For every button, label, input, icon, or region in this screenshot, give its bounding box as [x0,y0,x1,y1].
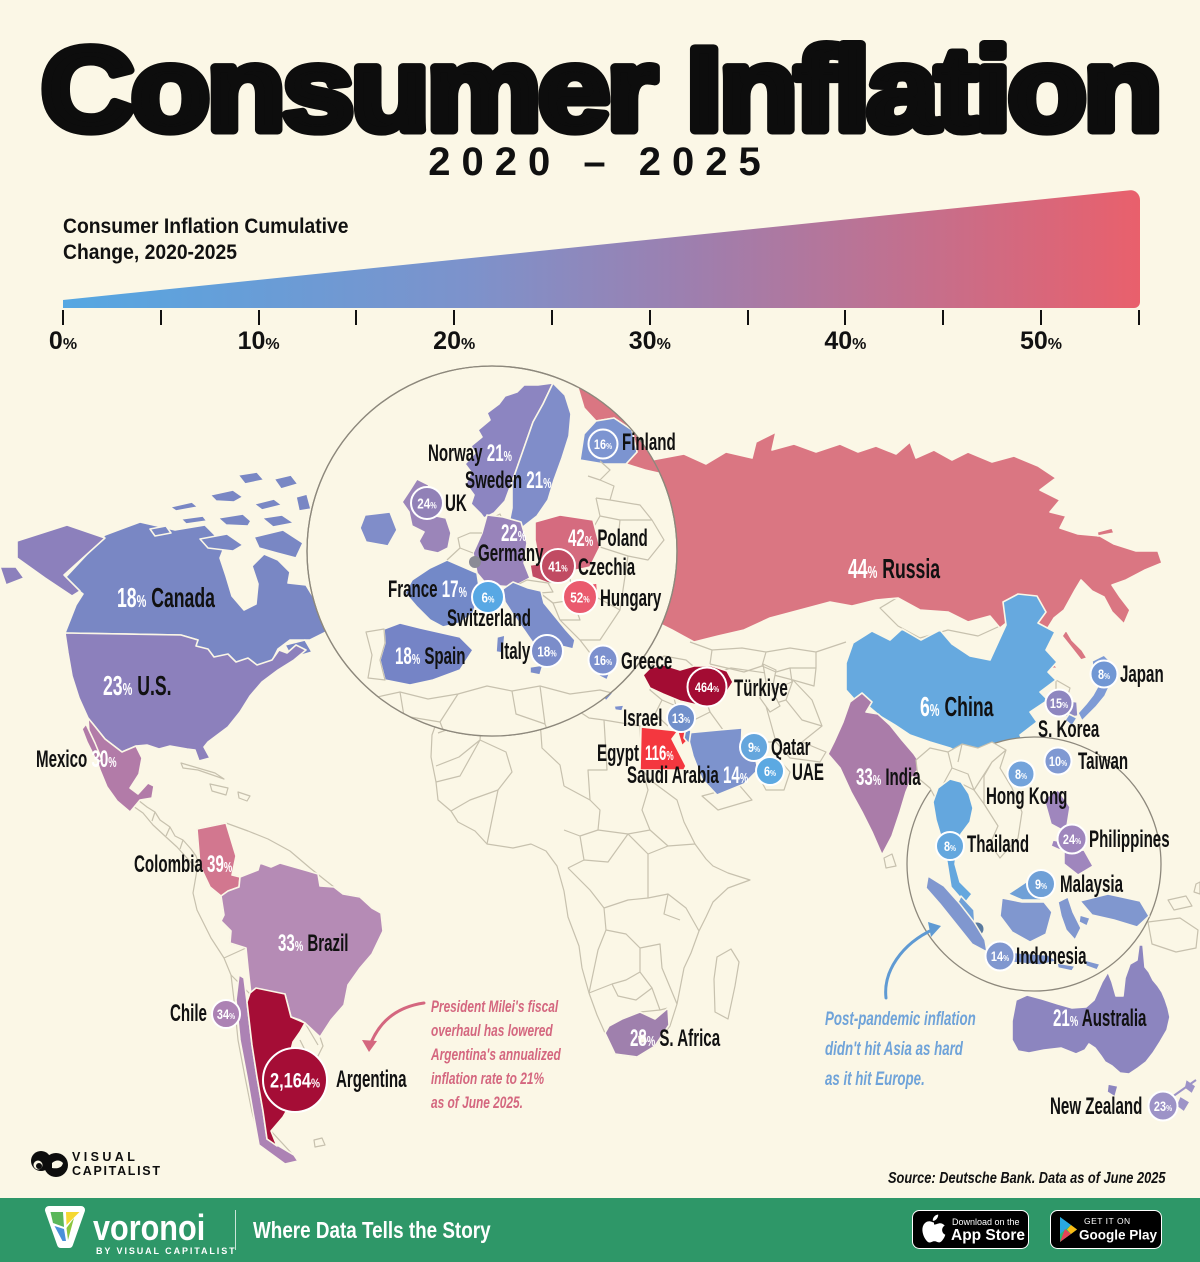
svg-text:2,164%: 2,164% [270,1069,321,1092]
svg-text:41%: 41% [548,558,568,575]
svg-text:Egypt: Egypt [597,741,639,767]
svg-text:8%: 8% [1098,667,1110,683]
svg-text:22%: 22% [501,521,526,547]
svg-text:Sweden 21%: Sweden 21% [465,468,551,494]
svg-text:Hungary: Hungary [600,586,662,612]
svg-text:23%: 23% [1154,1099,1172,1115]
svg-text:Germany: Germany [478,541,544,567]
svg-text:Download on the: Download on the [952,1217,1020,1227]
svg-text:Saudi Arabia 14%: Saudi Arabia 14% [627,763,748,789]
svg-text:Israel: Israel [623,706,662,732]
svg-text:UK: UK [445,491,467,517]
svg-text:App Store: App Store [951,1227,1025,1244]
svg-text:Qatar: Qatar [771,735,811,761]
svg-text:Türkiye: Türkiye [734,676,788,702]
svg-text:14%: 14% [991,949,1009,965]
svg-text:28% S. Africa: 28% S. Africa [630,1026,721,1052]
svg-text:Czechia: Czechia [578,555,636,581]
svg-text:24%: 24% [1063,832,1081,848]
svg-text:15%: 15% [1050,696,1068,712]
svg-text:Consumer Inflation: Consumer Inflation [41,24,1159,150]
svg-text:464%: 464% [695,680,719,696]
svg-text:Japan: Japan [1120,662,1164,688]
svg-text:8%: 8% [944,839,956,855]
svg-text:33% India: 33% India [856,765,921,791]
svg-text:9%: 9% [1035,877,1047,893]
svg-text:Taiwan: Taiwan [1078,749,1128,775]
svg-text:52%: 52% [570,589,590,606]
svg-text:Google Play: Google Play [1079,1228,1158,1243]
svg-text:New Zealand: New Zealand [1050,1094,1142,1120]
svg-text:GET IT ON: GET IT ON [1084,1216,1131,1226]
svg-text:Mexico 30%: Mexico 30% [36,747,117,773]
svg-text:42% Poland: 42% Poland [568,526,648,552]
svg-text:Indonesia: Indonesia [1016,944,1087,970]
svg-text:116%: 116% [645,741,674,765]
svg-text:23% U.S.: 23% U.S. [103,670,172,701]
svg-text:6%: 6% [764,764,776,780]
svg-text:18% Spain: 18% Spain [395,644,465,670]
svg-text:34%: 34% [217,1007,235,1023]
svg-text:8%: 8% [1015,767,1027,783]
svg-text:6% China: 6% China [920,691,994,722]
svg-text:Greece: Greece [621,649,672,675]
svg-text:9%: 9% [748,740,760,756]
svg-text:Hong Kong: Hong Kong [986,784,1067,810]
svg-text:18% Canada: 18% Canada [117,582,216,613]
svg-text:33% Brazil: 33% Brazil [278,931,349,957]
svg-text:10%: 10% [1049,754,1067,770]
svg-text:France 17%: France 17% [388,577,467,603]
svg-text:Chile: Chile [170,1001,207,1027]
svg-text:Italy: Italy [500,639,531,665]
svg-text:Thailand: Thailand [967,832,1029,858]
svg-text:44% Russia: 44% Russia [848,553,941,584]
svg-text:24%: 24% [417,495,437,512]
svg-text:6%: 6% [482,589,495,606]
svg-text:Malaysia: Malaysia [1060,872,1124,898]
svg-text:CAPITALIST: CAPITALIST [72,1164,162,1178]
svg-text:VISUAL: VISUAL [72,1150,138,1164]
svg-text:Finland: Finland [622,430,676,456]
svg-text:21% Australia: 21% Australia [1053,1006,1147,1032]
svg-text:S. Korea: S. Korea [1038,717,1100,743]
svg-text:Norway 21%: Norway 21% [428,441,512,467]
svg-text:16%: 16% [594,653,612,669]
svg-text:18%: 18% [537,643,557,660]
svg-text:Philippines: Philippines [1089,827,1170,853]
svg-text:13%: 13% [672,711,690,727]
svg-text:Argentina: Argentina [336,1067,407,1093]
svg-text:16%: 16% [594,437,612,453]
svg-text:UAE: UAE [792,760,824,786]
svg-text:Colombia 39%: Colombia 39% [134,852,232,878]
